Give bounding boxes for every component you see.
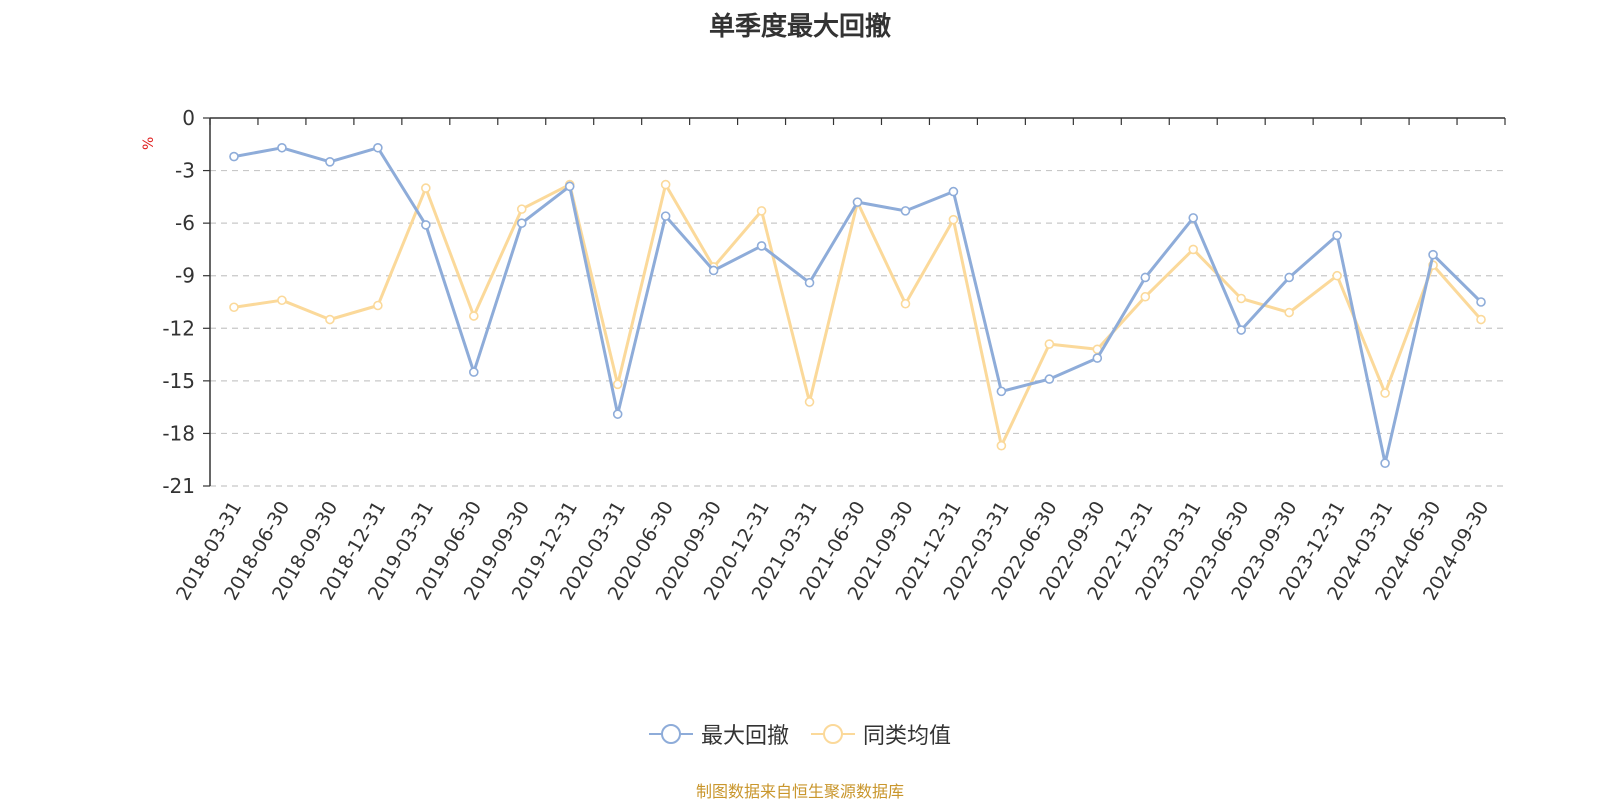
data-point-series-1: [996, 386, 1007, 397]
legend-line-circle-icon: [811, 724, 855, 744]
data-point-series-2: [516, 204, 527, 214]
data-point-series-1: [1188, 213, 1199, 223]
legend: 最大回撤 同类均值: [0, 718, 1600, 750]
y-tick-label: -3: [175, 159, 195, 183]
data-point-series-2: [900, 298, 911, 309]
data-point-series-2: [756, 206, 767, 216]
data-point-series-1: [468, 367, 479, 377]
data-point-series-2: [1332, 270, 1342, 281]
data-point-series-2: [660, 179, 671, 190]
data-point-series-1: [1380, 458, 1390, 469]
data-point-series-1: [1236, 325, 1247, 335]
series-line-2: [233, 183, 1483, 448]
data-point-series-1: [325, 157, 335, 167]
data-point-series-1: [1092, 353, 1103, 363]
data-point-series-1: [277, 142, 287, 153]
series-line-1: [233, 146, 1483, 465]
data-point-series-2: [325, 314, 335, 325]
data-point-series-1: [421, 220, 431, 230]
data-point-series-1: [900, 206, 911, 216]
legend-item-series-1[interactable]: 最大回撤: [648, 718, 789, 750]
data-point-series-2: [1188, 244, 1199, 255]
data-point-series-2: [1044, 339, 1055, 349]
data-point-series-1: [1476, 297, 1486, 307]
y-tick-label: -15: [162, 369, 195, 393]
axes: 0-3-6-9-12-15-18-212018-03-312018-06-302…: [162, 106, 1506, 604]
legend-label: 同类均值: [863, 724, 952, 749]
legend-item-series-2[interactable]: 同类均值: [811, 718, 951, 750]
y-tick-label: -6: [175, 211, 195, 235]
data-point-series-1: [1284, 272, 1294, 283]
data-point-series-1: [852, 197, 863, 207]
data-point-series-1: [756, 241, 767, 251]
legend-label: 最大回撤: [700, 724, 789, 749]
data-point-series-2: [421, 183, 431, 193]
data-point-series-2: [948, 214, 959, 225]
data-point-series-1: [516, 218, 527, 228]
data-point-series-2: [1476, 314, 1486, 325]
data-point-series-2: [612, 379, 623, 390]
data-point-series-2: [373, 300, 383, 311]
series-lines: [229, 142, 1486, 469]
y-tick-label: -18: [162, 421, 195, 445]
data-point-series-2: [1380, 388, 1390, 398]
data-point-series-1: [1332, 230, 1342, 241]
data-point-series-1: [660, 211, 671, 221]
y-tick-label: -12: [162, 316, 195, 340]
data-point-series-1: [708, 265, 719, 276]
chart-title: 单季度最大回撤: [708, 12, 891, 42]
data-point-series-2: [996, 440, 1007, 451]
data-point-series-1: [1044, 374, 1055, 384]
data-point-series-1: [373, 142, 383, 153]
data-point-series-1: [804, 277, 815, 288]
data-source-note: 制图数据来自恒生聚源数据库: [695, 782, 904, 801]
data-point-series-1: [612, 409, 623, 419]
data-point-series-2: [468, 311, 479, 321]
data-point-series-1: [564, 181, 575, 192]
data-point-series-1: [1140, 272, 1151, 283]
data-point-series-1: [1428, 249, 1438, 260]
line-chart: 0-3-6-9-12-15-18-212018-03-312018-06-302…: [162, 106, 1506, 604]
y-tick-label: 0: [182, 106, 195, 130]
data-point-series-2: [229, 302, 239, 313]
data-point-series-1: [229, 151, 239, 162]
data-point-series-2: [1284, 307, 1294, 318]
y-tick-label: -9: [175, 264, 195, 288]
data-point-series-2: [804, 397, 815, 407]
data-point-series-2: [1140, 291, 1151, 302]
data-point-series-2: [277, 295, 287, 306]
y-tick-label: -21: [162, 474, 195, 498]
legend-line-circle-icon: [648, 724, 693, 744]
grid-lines: [210, 169, 1505, 487]
data-point-series-1: [948, 186, 959, 197]
data-point-series-2: [1236, 293, 1247, 304]
